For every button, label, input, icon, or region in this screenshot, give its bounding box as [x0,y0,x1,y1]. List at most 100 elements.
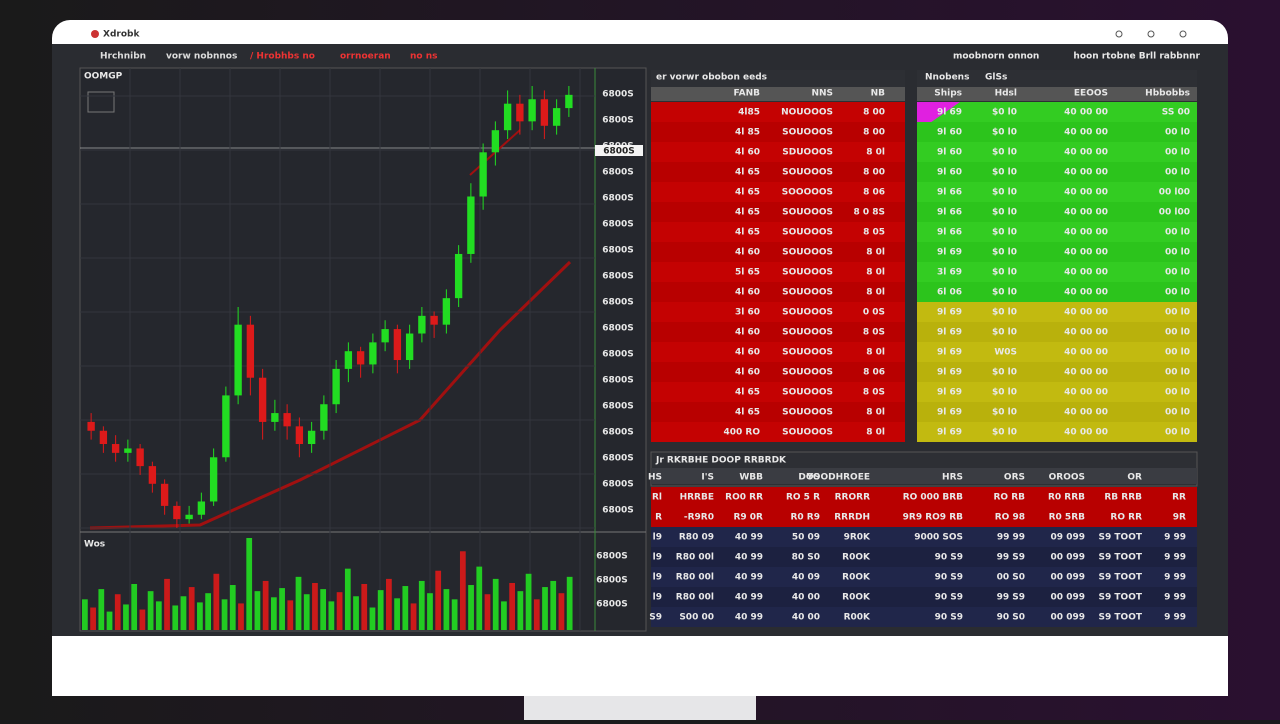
trade-cell: l9 [653,533,662,543]
trade-cell: -R9R0 [684,513,714,523]
volume-bar [172,605,179,630]
price-label: 6800S [602,220,634,230]
quote-cell: 40 00 00 [1064,208,1108,218]
quote-cell: 40 00 00 [1064,428,1108,438]
volume-bar [468,585,474,630]
toolbar-item: vorw nobnnos [166,52,237,62]
order-row [651,122,905,142]
trades-columns [651,468,1197,484]
quote-cell: 9l 69 [937,388,962,398]
volume-bar [484,594,491,630]
quote-cell: $0 l0 [992,108,1017,118]
quote-cell: 9l 69 [937,308,962,318]
price-label: 6800S [602,116,634,126]
column-header: Hbbobbs [1145,89,1190,99]
order-row [651,202,905,222]
price-label: 6800S [602,298,634,308]
volume-bar [131,584,138,630]
quote-cell: 6l 06 [937,288,962,298]
trade-cell: 9 99 [1164,573,1186,583]
price-label: 6800S [602,454,634,464]
volume-bar [147,591,154,630]
volume-bar [443,589,450,630]
candle-body [442,298,451,325]
column-header: HRS [942,473,963,483]
order-cell: 4l 65 [735,408,760,418]
quote-cell: 40 00 00 [1064,228,1108,238]
volume-bar [188,587,195,630]
trade-row [651,507,1197,527]
order-cell: 8 00 [863,108,885,118]
trade-cell: R0 R9 [790,513,820,523]
window-button[interactable] [1179,30,1187,38]
quote-row [917,362,1197,382]
order-cell: SOUOOOS [782,408,833,418]
trade-cell: 90 S9 [935,593,963,603]
order-row [651,382,905,402]
quote-row [917,422,1197,442]
trade-cell: R00K [844,613,871,623]
order-cell: SOUOOOS [782,388,833,398]
order-cell: SOUOOOS [782,228,833,238]
order-cell: 4l 60 [735,328,760,338]
trade-cell: 40 00 [792,613,820,623]
quote-cell: 40 00 00 [1064,168,1108,178]
order-cell: 4l 65 [735,188,760,198]
trade-cell: Rl [652,493,662,503]
trade-cell: RO 000 BRB [903,493,963,503]
volume-bar [262,580,269,630]
trade-cell: RO 98 [995,513,1025,523]
price-highlight-label: 6800S [603,147,635,157]
order-cell: 4l 60 [735,248,760,258]
quote-cell: 00 l00 [1159,208,1190,218]
window-button[interactable] [1147,30,1155,38]
order-cell: 4l85 [738,108,760,118]
quote-cell: 3l 69 [937,268,962,278]
volume-bar [155,601,162,630]
quote-row [917,382,1197,402]
trade-cell: R80 00l [676,573,714,583]
quote-cell: 9l 69 [937,108,962,118]
volume-bar [542,587,548,630]
quote-cell: 9l 60 [937,168,962,178]
trade-cell: 9 99 [1164,533,1186,543]
quote-cell: 00 l0 [1165,268,1190,278]
quote-row [917,282,1197,302]
quote-row [917,182,1197,202]
quote-row [917,322,1197,342]
column-header: OROOS [1049,473,1085,483]
volume-axis-label: 6800S [596,600,628,610]
order-cell: SOUOOOS [782,368,833,378]
trade-cell: 09 099 [1051,533,1085,543]
price-label: 6800S [602,324,634,334]
quote-cell: $0 l0 [992,288,1017,298]
order-cell: 4l 65 [735,168,760,178]
trade-cell: S9 TOOT [1099,553,1143,563]
quote-cell: 00 l00 [1159,188,1190,198]
volume-bar [114,594,121,630]
trade-cell: RO0 RR [725,493,763,503]
order-cell: SOOOOOS [782,188,833,198]
volume-bar [550,580,557,630]
quote-cell: 00 l0 [1165,228,1190,238]
quote-cell: 9l 69 [937,368,962,378]
candle-body [332,368,340,405]
chart-icon [87,91,115,113]
quote-cell: 00 l0 [1165,388,1190,398]
order-row [651,322,905,342]
quote-cell: $0 l0 [992,208,1017,218]
candle-body [111,444,120,453]
window-button[interactable] [1115,30,1123,38]
candle-body [503,103,512,131]
trade-cell: 9R0K [844,533,871,543]
quote-cell: 9l 69 [937,428,962,438]
volume-bar [509,582,516,630]
price-label: 6800S [602,428,634,438]
trade-row [651,567,1197,587]
quote-cell: 40 00 00 [1064,268,1108,278]
quote-cell: 40 00 00 [1064,188,1108,198]
volume-bar [123,604,129,630]
trade-cell: R80 09 [679,533,714,543]
order-cell: 8 0l [866,428,885,438]
chart-panel [79,67,647,632]
